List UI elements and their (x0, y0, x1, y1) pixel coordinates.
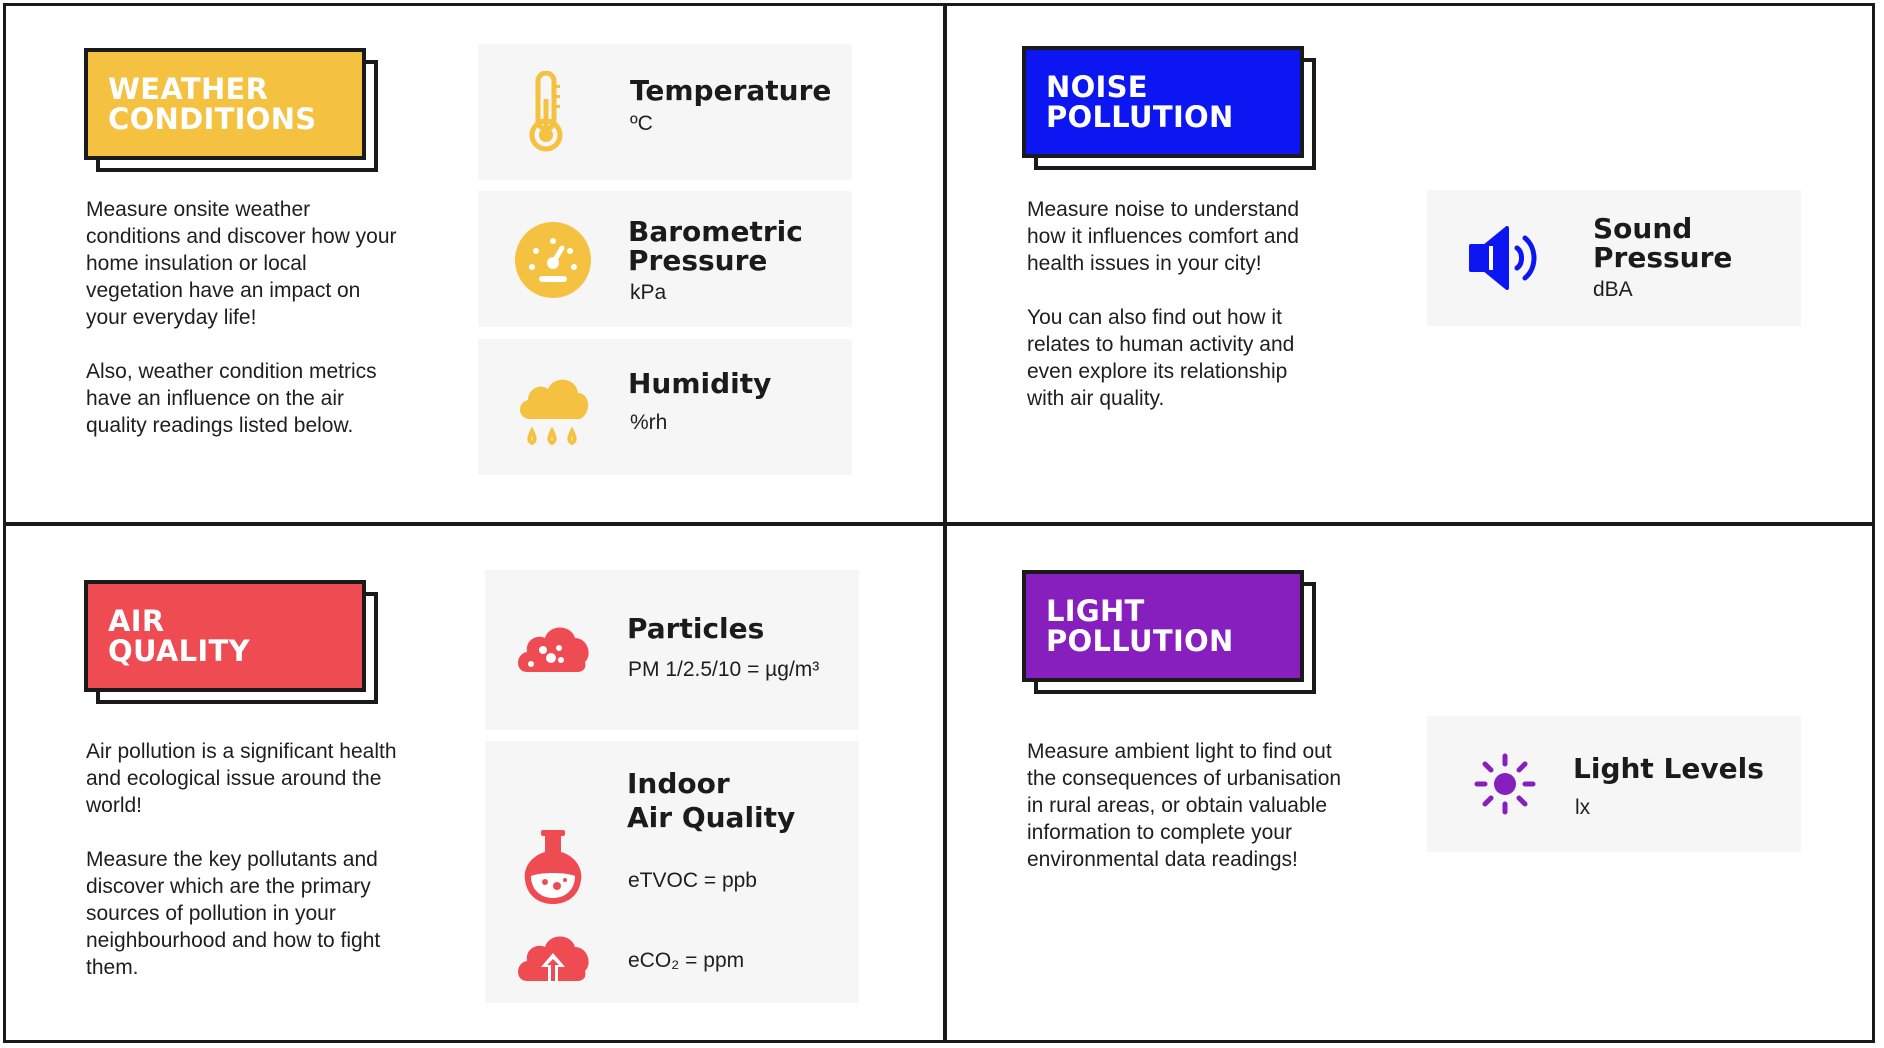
air-description: Air pollution is a significant health an… (86, 740, 397, 979)
weather-title-badge: WEATHER CONDITIONS (84, 48, 378, 172)
particle-cloud-icon (518, 627, 589, 672)
cloud-upload-icon (518, 936, 589, 983)
barometric-pressure-title: Barometric Pressure (628, 215, 803, 277)
weather-title: WEATHER CONDITIONS (108, 72, 317, 136)
sun-icon (1474, 753, 1536, 815)
light-pollution-section: LIGHT POLLUTION Measure ambient light to… (947, 526, 1872, 1040)
eco2-unit: eCO₂ = ppm (628, 949, 745, 972)
particles-title: Particles (627, 612, 765, 645)
weather-description: Measure onsite weather conditions and di… (86, 198, 397, 437)
temperature-title: Temperature (630, 74, 832, 107)
sound-pressure-unit: dBA (1593, 278, 1633, 301)
humidity-unit: %rh (630, 411, 668, 434)
noise-description: Measure noise to understand how it influ… (1027, 198, 1300, 410)
noise-pollution-section: NOISE POLLUTION Measure noise to underst… (947, 6, 1872, 522)
air-title: AIR QUALITY (108, 604, 250, 668)
air-quality-section: AIR QUALITY Air pollution is a significa… (6, 526, 943, 1040)
etvoc-unit: eTVOC = ppb (628, 869, 757, 892)
light-title-box: LIGHT POLLUTION (1022, 570, 1304, 682)
light-description: Measure ambient light to find out the co… (1027, 740, 1342, 871)
air-title-badge: AIR QUALITY (84, 580, 378, 704)
barometric-pressure-unit: kPa (630, 281, 667, 304)
horizontal-divider (3, 522, 1875, 526)
indoor-air-quality-card: Indoor Air Quality eTVOC = ppb eCO₂ = pp… (485, 741, 859, 1003)
speaker-icon (1469, 226, 1537, 290)
temperature-card: Temperature ºC (478, 44, 852, 180)
light-levels-unit: lx (1575, 796, 1591, 819)
thermometer-icon (529, 71, 563, 152)
light-levels-card: Light Levels lx (1427, 716, 1801, 852)
barometric-pressure-card: Barometric Pressure kPa (478, 191, 852, 327)
light-levels-title: Light Levels (1573, 752, 1764, 785)
weather-conditions-section: WEATHER CONDITIONS Measure onsite weathe… (6, 6, 943, 522)
temperature-unit: ºC (630, 112, 653, 135)
flask-icon (524, 830, 582, 904)
air-title-box: AIR QUALITY (84, 580, 366, 692)
noise-title: NOISE POLLUTION (1046, 70, 1234, 134)
light-title: LIGHT POLLUTION (1046, 594, 1234, 658)
particles-unit: PM 1/2.5/10 = µg/m³ (628, 658, 820, 681)
noise-title-box: NOISE POLLUTION (1022, 46, 1304, 158)
rain-cloud-icon (519, 379, 589, 446)
weather-title-box: WEATHER CONDITIONS (84, 48, 366, 160)
gauge-icon (515, 222, 591, 298)
particles-card: Particles PM 1/2.5/10 = µg/m³ (485, 570, 859, 730)
noise-title-badge: NOISE POLLUTION (1022, 46, 1316, 170)
humidity-card: Humidity %rh (478, 339, 852, 475)
indoor-air-quality-title: Indoor Air Quality (627, 767, 796, 834)
humidity-title: Humidity (628, 367, 772, 400)
sound-pressure-card: Sound Pressure dBA (1427, 190, 1801, 326)
light-title-badge: LIGHT POLLUTION (1022, 570, 1316, 694)
sound-pressure-title: Sound Pressure (1593, 212, 1733, 274)
